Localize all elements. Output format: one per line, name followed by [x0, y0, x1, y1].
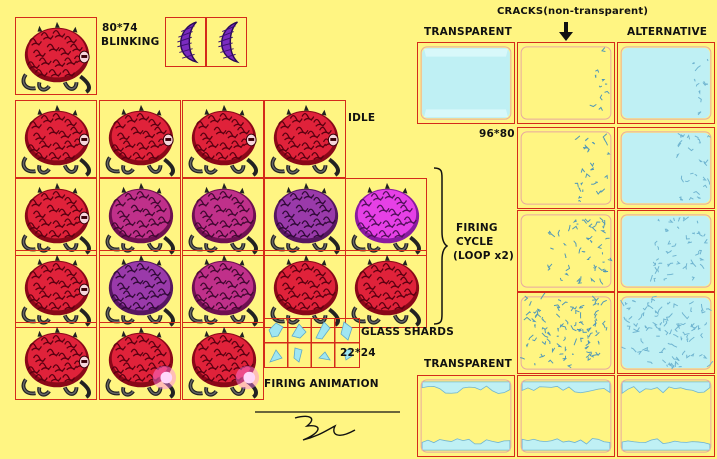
cracks-panel: [517, 210, 615, 292]
shard-7: [318, 351, 331, 361]
firing-cycle-bracket: [433, 167, 448, 325]
blinking-size-label: 80*74: [102, 22, 138, 34]
brain-frame: [15, 250, 97, 328]
shard-6: [293, 347, 303, 363]
eyelid-icon: [177, 21, 199, 64]
brain-frame: [182, 322, 264, 400]
brain-frame: [99, 100, 181, 178]
signature-scribble: [255, 411, 400, 441]
glass-shards-label: GLASS SHARDS: [361, 326, 454, 338]
shard-5: [269, 349, 283, 363]
shard-2: [291, 323, 307, 339]
brain-frame: [99, 322, 181, 400]
shard-3: [315, 321, 331, 340]
brain-frame: [99, 250, 181, 328]
alternative-cracks-panel: [617, 210, 715, 292]
brain-frame: [264, 250, 346, 328]
firing-animation-label: FIRING ANIMATION: [264, 378, 379, 390]
cycle-label: CYCLE: [456, 236, 494, 248]
brain-frame: [15, 17, 97, 95]
shard-8: [343, 347, 353, 361]
transparent-glass-panel: [417, 42, 515, 124]
bottom-glass-panel: [417, 375, 515, 457]
bottom-glass-panel: [617, 375, 715, 457]
eyelid-icon: [218, 21, 240, 64]
cracks-panel: [517, 127, 615, 209]
brain-frame: [264, 178, 346, 256]
idle-label: IDLE: [348, 112, 376, 124]
eyelid-frame-1: [165, 17, 206, 67]
brain-frame: [15, 100, 97, 178]
eyelid-frame-2: [206, 17, 247, 67]
alternative-cracks-panel: [617, 42, 715, 124]
brain-frame: [182, 250, 264, 328]
transparent-bottom-label: TRANSPARENT: [424, 358, 512, 370]
loop-label: (LOOP x2): [453, 250, 514, 262]
brain-frame: [182, 178, 264, 256]
blinking-label: BLINKING: [101, 36, 160, 48]
panel-size-label: 96*80: [479, 128, 515, 140]
brain-frame: [345, 178, 427, 256]
cracks-panel: [517, 42, 615, 124]
brain-frame: [345, 250, 427, 328]
cracks-header-label: CRACKS(non-transparent): [497, 6, 649, 17]
alternative-cracks-panel: [617, 292, 715, 374]
bottom-glass-panel: [517, 375, 615, 457]
brain-frame: [15, 322, 97, 400]
brain-frame: [99, 178, 181, 256]
brain-frame: [15, 178, 97, 256]
alternative-cracks-panel: [617, 127, 715, 209]
shard-4: [340, 321, 353, 341]
alternative-label: ALTERNATIVE: [627, 26, 708, 38]
shards-size-label: 22*24: [340, 347, 376, 359]
transparent-top-label: TRANSPARENT: [424, 26, 512, 38]
shard-1: [268, 322, 284, 338]
brain-frame: [182, 100, 264, 178]
brain-frame: [264, 100, 346, 178]
arrow-down-icon: [559, 22, 573, 41]
cracks-panel: [517, 292, 615, 374]
glass-shards-sheet: [264, 318, 360, 368]
firing-label: FIRING: [456, 222, 498, 234]
